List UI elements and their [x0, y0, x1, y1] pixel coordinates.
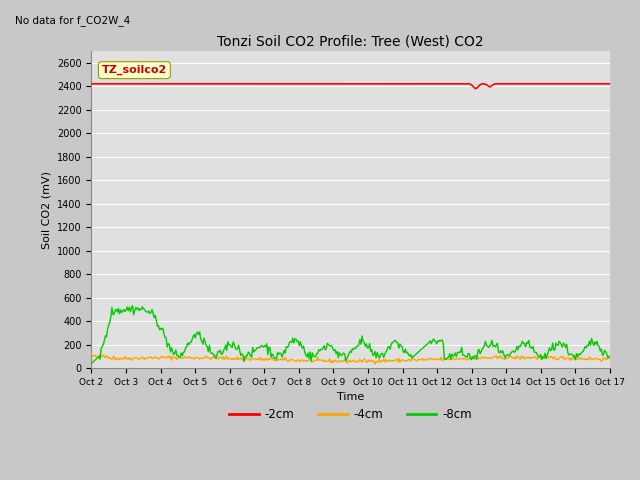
Legend: -2cm, -4cm, -8cm: -2cm, -4cm, -8cm [225, 403, 477, 426]
X-axis label: Time: Time [337, 393, 364, 402]
Text: No data for f_CO2W_4: No data for f_CO2W_4 [15, 15, 131, 26]
Title: Tonzi Soil CO2 Profile: Tree (West) CO2: Tonzi Soil CO2 Profile: Tree (West) CO2 [218, 35, 484, 48]
Text: TZ_soilco2: TZ_soilco2 [102, 65, 167, 75]
Y-axis label: Soil CO2 (mV): Soil CO2 (mV) [42, 170, 51, 249]
